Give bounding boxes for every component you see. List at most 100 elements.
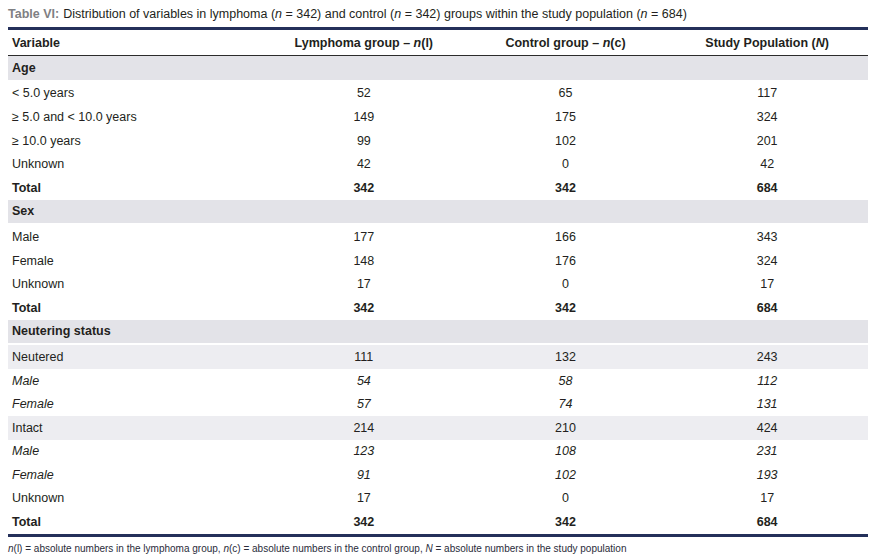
- control-value: 166: [465, 224, 667, 249]
- section-header-row: Sex: [8, 200, 868, 225]
- col-header-control-group: Control group – n(c): [465, 29, 667, 56]
- row-label: Unknown: [8, 272, 263, 296]
- col-header-variable: Variable: [8, 29, 263, 56]
- row-label: Male: [8, 440, 263, 464]
- lymphoma-value: 54: [263, 369, 465, 393]
- table-row: Total 342 342 684: [8, 296, 868, 320]
- table-row: Intact 214 210 424: [8, 416, 868, 440]
- table-row: < 5.0 years 52 65 117: [8, 81, 868, 106]
- lymphoma-value: 57: [263, 392, 465, 416]
- row-label: Female: [8, 249, 263, 273]
- lymphoma-value: 91: [263, 463, 465, 487]
- row-label: Male: [8, 369, 263, 393]
- population-value: 131: [666, 392, 868, 416]
- table-row: Unknown 42 0 42: [8, 152, 868, 176]
- population-value: 112: [666, 369, 868, 393]
- control-value: 102: [465, 129, 667, 153]
- lymphoma-value: 342: [263, 296, 465, 320]
- footnote: n(l) = absolute numbers in the lymphoma …: [8, 542, 868, 556]
- control-value: 132: [465, 344, 667, 369]
- control-value: 102: [465, 463, 667, 487]
- row-label: Female: [8, 392, 263, 416]
- table-row: Male 123 108 231: [8, 440, 868, 464]
- control-value: 0: [465, 272, 667, 296]
- table-title-text: Distribution of variables in lymphoma (n…: [63, 7, 687, 21]
- control-value: 74: [465, 392, 667, 416]
- lymphoma-value: 99: [263, 129, 465, 153]
- control-value: 58: [465, 369, 667, 393]
- row-label: ≥ 5.0 and < 10.0 years: [8, 105, 263, 129]
- table-row: Unknown 17 0 17: [8, 272, 868, 296]
- table-title: Table VI: Distribution of variables in ly…: [8, 6, 868, 23]
- column-header-row: Variable Lymphoma group – n(l) Control g…: [8, 29, 868, 56]
- lymphoma-value: 42: [263, 152, 465, 176]
- table-row: Unknown 17 0 17: [8, 487, 868, 511]
- row-label: < 5.0 years: [8, 81, 263, 106]
- lymphoma-value: 342: [263, 176, 465, 200]
- table-row: Female 57 74 131: [8, 392, 868, 416]
- lymphoma-value: 17: [263, 487, 465, 511]
- row-label: ≥ 10.0 years: [8, 129, 263, 153]
- lymphoma-value: 17: [263, 272, 465, 296]
- control-value: 342: [465, 296, 667, 320]
- control-value: 342: [465, 510, 667, 535]
- table-row: Male 177 166 343: [8, 224, 868, 249]
- lymphoma-value: 149: [263, 105, 465, 129]
- lymphoma-value: 148: [263, 249, 465, 273]
- population-value: 324: [666, 105, 868, 129]
- population-value: 684: [666, 296, 868, 320]
- lymphoma-value: 52: [263, 81, 465, 106]
- table-row: Neutered 111 132 243: [8, 344, 868, 369]
- population-value: 201: [666, 129, 868, 153]
- section-name: Age: [8, 56, 868, 81]
- population-value: 17: [666, 487, 868, 511]
- population-value: 231: [666, 440, 868, 464]
- row-label: Total: [8, 296, 263, 320]
- row-label: Male: [8, 224, 263, 249]
- control-value: 342: [465, 176, 667, 200]
- control-value: 175: [465, 105, 667, 129]
- row-label: Neutered: [8, 344, 263, 369]
- population-value: 243: [666, 344, 868, 369]
- row-label: Unknown: [8, 152, 263, 176]
- population-value: 193: [666, 463, 868, 487]
- table-row: Male 54 58 112: [8, 369, 868, 393]
- section-header-row: Age: [8, 56, 868, 81]
- lymphoma-value: 123: [263, 440, 465, 464]
- table-vi-figure: Table VI: Distribution of variables in ly…: [0, 0, 876, 556]
- table-row: Female 148 176 324: [8, 249, 868, 273]
- section-name: Neutering status: [8, 320, 868, 345]
- population-value: 117: [666, 81, 868, 106]
- section-name: Sex: [8, 200, 868, 225]
- table-title-label: Table VI:: [8, 7, 59, 21]
- table-row: Total 342 342 684: [8, 510, 868, 535]
- table-row: Total 342 342 684: [8, 176, 868, 200]
- population-value: 684: [666, 510, 868, 535]
- control-value: 210: [465, 416, 667, 440]
- control-value: 65: [465, 81, 667, 106]
- population-value: 42: [666, 152, 868, 176]
- population-value: 343: [666, 224, 868, 249]
- population-value: 324: [666, 249, 868, 273]
- population-value: 424: [666, 416, 868, 440]
- row-label: Unknown: [8, 487, 263, 511]
- row-label: Female: [8, 463, 263, 487]
- row-label: Total: [8, 176, 263, 200]
- col-header-lymphoma-group: Lymphoma group – n(l): [263, 29, 465, 56]
- control-value: 0: [465, 152, 667, 176]
- control-value: 108: [465, 440, 667, 464]
- table-row: ≥ 10.0 years 99 102 201: [8, 129, 868, 153]
- col-header-study-population: Study Population (N): [666, 29, 868, 56]
- lymphoma-value: 342: [263, 510, 465, 535]
- lymphoma-value: 111: [263, 344, 465, 369]
- control-value: 176: [465, 249, 667, 273]
- control-value: 0: [465, 487, 667, 511]
- distribution-table: Variable Lymphoma group – n(l) Control g…: [8, 27, 868, 537]
- section-header-row: Neutering status: [8, 320, 868, 345]
- row-label: Total: [8, 510, 263, 535]
- lymphoma-value: 177: [263, 224, 465, 249]
- row-label: Intact: [8, 416, 263, 440]
- lymphoma-value: 214: [263, 416, 465, 440]
- table-row: Female 91 102 193: [8, 463, 868, 487]
- population-value: 684: [666, 176, 868, 200]
